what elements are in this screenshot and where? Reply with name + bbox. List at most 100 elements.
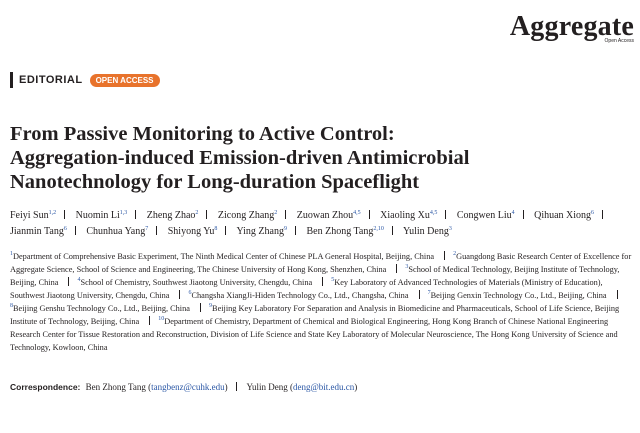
- journal-logo: Aggregate Open Access: [509, 11, 634, 45]
- affiliation-text: School of Medical Technology, Beijing In…: [10, 265, 620, 287]
- author-name: Jianmin Tang: [10, 226, 64, 237]
- contact-email: tangbenz@cuhk.edu: [148, 382, 228, 392]
- affiliation: 1Department of Comprehensive Basic Exper…: [10, 251, 435, 261]
- separator: [64, 210, 66, 219]
- author-affiliation: 2,10: [373, 226, 384, 232]
- affiliation-number: 1: [10, 251, 13, 257]
- title-line: Aggregation-induced Emission-driven Anti…: [10, 147, 470, 169]
- author: Congwen Liu4: [457, 210, 532, 221]
- author-name: Yulin Deng: [403, 226, 449, 237]
- author-name: Zuowan Zhou: [296, 210, 354, 221]
- author-name: Zheng Zhao: [146, 210, 196, 221]
- affiliation: 4School of Chemistry, Southwest Jiaotong…: [77, 277, 313, 287]
- affiliation: 6Changsha XiangJi-Hiden Technology Co., …: [188, 290, 409, 300]
- affiliation-text: Beijing Genxin Technology Co., Ltd., Bei…: [430, 291, 607, 300]
- separator: [444, 251, 446, 260]
- author-affiliation: 9: [283, 226, 287, 232]
- author: Jianmin Tang6: [10, 226, 84, 237]
- separator: [322, 277, 324, 286]
- separator: [616, 290, 618, 299]
- affiliation-number: 7: [427, 290, 431, 296]
- separator: [445, 210, 447, 219]
- journal-name: Aggregate: [509, 11, 634, 42]
- separator: [602, 210, 604, 219]
- author-affiliation: 1,3: [119, 210, 128, 216]
- author: Shiyong Yu8: [168, 226, 235, 237]
- author-affiliation: 8: [214, 226, 218, 232]
- author: Qihuan Xiong6: [534, 210, 611, 221]
- affiliation: 9Beijing Key Laboratory For Separation a…: [10, 303, 620, 326]
- author-affiliation: 6: [591, 210, 595, 216]
- title-line: Nanotechnology for Long-duration Spacefl…: [10, 171, 420, 193]
- correspondence: Correspondence: Ben Zhong Tang tangbenz@…: [10, 382, 634, 392]
- affiliation-text: School of Chemistry, Southwest Jiaotong …: [80, 278, 313, 287]
- author: Xiaoling Xu4,5: [380, 210, 454, 221]
- separator: [225, 226, 227, 235]
- affiliation-number: 4: [77, 277, 81, 283]
- section-label: EDITORIAL: [19, 74, 83, 86]
- affiliation-number: 9: [209, 303, 213, 309]
- author-name: Xiaoling Xu: [380, 210, 430, 221]
- separator: [235, 382, 237, 391]
- author-name: Zicong Zhang: [217, 210, 275, 221]
- section-header: EDITORIAL OPEN ACCESS: [10, 72, 160, 88]
- author: Feiyi Sun1,2: [10, 210, 73, 221]
- author-affiliation: 4,5: [429, 210, 438, 216]
- affiliation-list: 1Department of Comprehensive Basic Exper…: [10, 250, 634, 354]
- author-name: Congwen Liu: [456, 210, 512, 221]
- author: Nuomin Li1,3: [76, 210, 145, 221]
- author: Ben Zhong Tang2,10: [306, 226, 400, 237]
- affiliation: 8Beijing Genshu Technology Co., Ltd., Be…: [10, 303, 190, 313]
- affiliation-text: Guangdong Basic Research Center of Excel…: [10, 252, 632, 274]
- separator: [522, 210, 524, 219]
- separator: [156, 226, 158, 235]
- author-name: Chunhua Yang: [86, 226, 146, 237]
- separator: [285, 210, 287, 219]
- affiliation: 3School of Medical Technology, Beijing I…: [10, 264, 620, 287]
- separator: [74, 226, 76, 235]
- separator: [68, 277, 70, 286]
- author: Yulin Deng3: [403, 226, 452, 237]
- author-name: Feiyi Sun: [10, 210, 49, 221]
- affiliation-number: 10: [158, 316, 165, 322]
- author-name: Nuomin Li: [75, 210, 120, 221]
- separator: [179, 290, 181, 299]
- affiliation-text: Beijing Key Laboratory For Separation an…: [10, 304, 620, 326]
- separator: [396, 264, 398, 273]
- affiliation: 5Key Laboratory of Advanced Technologies…: [10, 277, 603, 300]
- affiliation: 2Guangdong Basic Research Center of Exce…: [10, 251, 632, 274]
- contact-name: Yulin Deng: [246, 382, 288, 392]
- affiliation-number: 2: [453, 251, 457, 257]
- author: Zicong Zhang2: [218, 210, 294, 221]
- separator: [206, 210, 208, 219]
- author: Zheng Zhao2: [147, 210, 216, 221]
- author-affiliation: 2: [195, 210, 199, 216]
- contact-email: deng@bit.edu.cn: [290, 382, 357, 392]
- affiliation-number: 8: [10, 303, 13, 309]
- author-name: Qihuan Xiong: [534, 210, 592, 221]
- affiliation-text: Key Laboratory of Advanced Technologies …: [10, 278, 603, 300]
- author-name: Ying Zhang: [236, 226, 284, 237]
- author: Chunhua Yang7: [86, 226, 165, 237]
- separator: [149, 316, 151, 325]
- separator: [294, 226, 296, 235]
- affiliation: 10Department of Chemistry, Department of…: [10, 316, 618, 352]
- title-line: From Passive Monitoring to Active Contro…: [10, 123, 395, 145]
- author-affiliation: 3: [448, 226, 452, 232]
- author-affiliation: 6: [63, 226, 67, 232]
- affiliation-text: Changsha XiangJi-Hiden Technology Co., L…: [191, 291, 409, 300]
- affiliation: 7Beijing Genxin Technology Co., Ltd., Be…: [427, 290, 607, 300]
- affiliation-text: Department of Comprehensive Basic Experi…: [13, 252, 435, 261]
- affiliation-number: 3: [405, 264, 409, 270]
- author: Zuowan Zhou4,5: [297, 210, 378, 221]
- author-affiliation: 2: [274, 210, 278, 216]
- correspondence-label: Correspondence:: [10, 382, 81, 392]
- journal-tag: Open Access: [604, 38, 634, 44]
- author: Ying Zhang9: [236, 226, 304, 237]
- affiliation-text: Department of Chemistry, Department of C…: [10, 317, 618, 352]
- access-badge: OPEN ACCESS: [89, 73, 160, 87]
- affiliation-number: 5: [331, 277, 335, 283]
- article-title: From Passive Monitoring to Active Contro…: [10, 122, 630, 194]
- author-list: Feiyi Sun1,2 Nuomin Li1,3 Zheng Zhao2 Zi…: [10, 208, 634, 240]
- separator: [368, 210, 370, 219]
